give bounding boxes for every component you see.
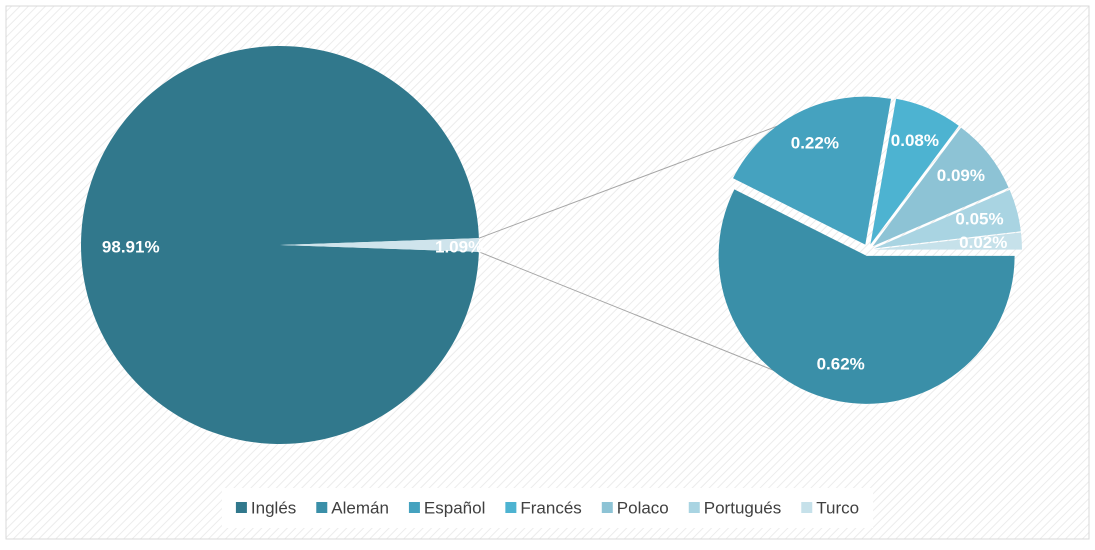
legend-swatch <box>688 502 700 513</box>
legend-swatch <box>505 502 517 513</box>
pie-slice <box>280 238 479 252</box>
legend-label: Polaco <box>617 498 669 517</box>
legend-swatch <box>408 502 420 513</box>
legend-swatch <box>235 502 247 513</box>
pie-slice <box>873 189 1021 249</box>
legend-swatch <box>801 502 813 513</box>
legend-label: Inglés <box>251 498 296 517</box>
pie-slice <box>872 127 1009 247</box>
pie-slice <box>718 189 1015 404</box>
legend-label: Portugués <box>704 498 782 517</box>
legend-box <box>221 488 874 528</box>
data-label: 98.91% <box>102 237 160 256</box>
legend-label: Francés <box>520 498 581 517</box>
data-label: 0.09% <box>937 166 985 185</box>
legend-label: Alemán <box>331 498 389 517</box>
pie-slice <box>80 46 479 445</box>
pie-slice <box>733 96 892 245</box>
data-label: 0.62% <box>817 355 865 374</box>
legend-swatch <box>316 502 328 513</box>
pie-slice <box>873 232 1022 250</box>
legend-swatch <box>601 502 613 513</box>
data-label: 1.09% <box>435 237 483 256</box>
legend: Inglés Alemán Español Francés Polaco Portugué… <box>221 488 874 528</box>
pie-slice <box>870 98 959 245</box>
data-label: 0.22% <box>791 134 839 153</box>
data-label: 0.08% <box>891 131 939 150</box>
data-label: 0.02% <box>959 233 1007 252</box>
legend-label: Español <box>424 498 485 517</box>
legend-label: Turco <box>816 498 859 517</box>
data-label: 0.05% <box>955 210 1003 229</box>
connector-line <box>478 108 823 239</box>
connector-line <box>478 251 797 380</box>
